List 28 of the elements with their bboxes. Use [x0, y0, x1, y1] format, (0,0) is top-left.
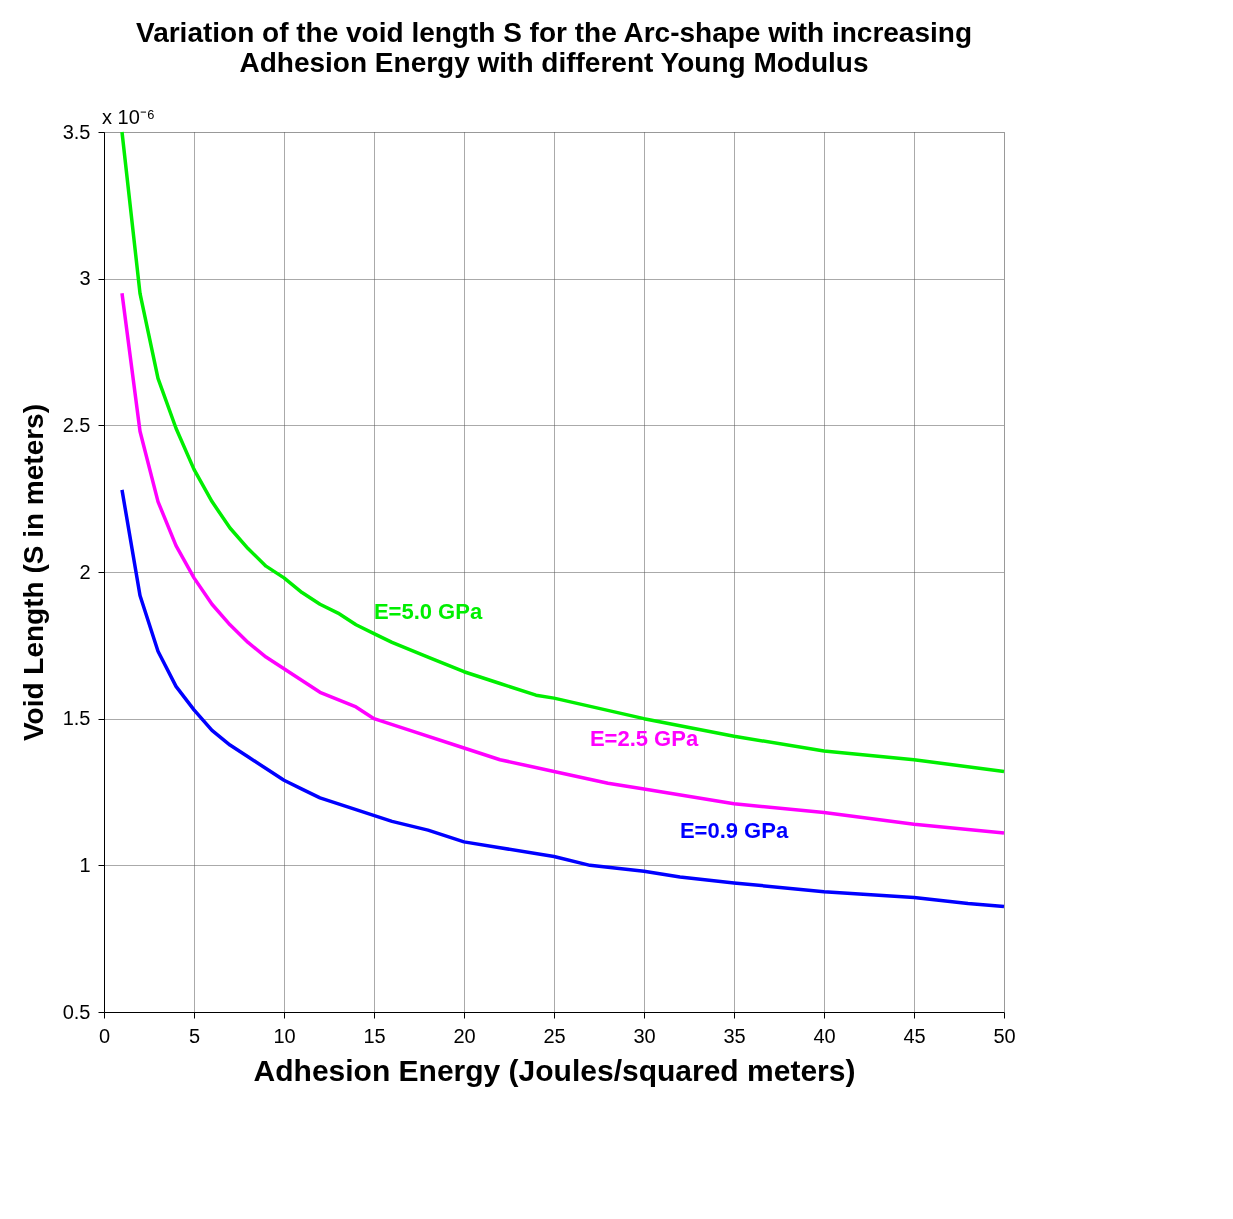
x-tick-label: 30: [633, 1024, 656, 1047]
x-tick-label: 40: [813, 1024, 836, 1047]
y-tick-label: 0.5: [62, 1000, 91, 1023]
x-tick-label: 45: [903, 1024, 926, 1047]
x-tick-label: 20: [453, 1024, 476, 1047]
y-tick-label: 3: [79, 267, 91, 290]
line-series: [120, 130, 1006, 774]
x-tick-label: 10: [273, 1024, 296, 1047]
x-tick-label: 15: [363, 1024, 386, 1047]
y-tick-label: 3.5: [62, 120, 91, 143]
line-series: [120, 488, 1006, 909]
x-axis-title: Adhesion Energy (Joules/squared meters): [253, 1053, 856, 1087]
x-tick-label: 0: [98, 1024, 111, 1047]
y-tick-label: 1.5: [62, 707, 91, 730]
series-label: E=0.9 GPa: [679, 817, 789, 843]
x-tick-label: 50: [993, 1024, 1016, 1047]
y-axis-title: Void Length (S in meters): [17, 403, 49, 742]
text: Adhesion Energy with different Young Modulus: [239, 47, 869, 78]
series-label: E=2.5 GPa: [589, 726, 699, 752]
text: x 10⁻⁶: [102, 106, 156, 128]
y-tick-label: 2: [79, 560, 91, 583]
text: Variation of the void length S for the Arc-shape with increasing: [136, 17, 972, 48]
x-tick-label: 5: [188, 1024, 201, 1047]
y-tick-label: 1: [79, 853, 91, 876]
x-tick-label: 25: [543, 1024, 566, 1047]
y-tick-label: 2.5: [62, 413, 91, 436]
series-label: E=5.0 GPa: [373, 599, 483, 625]
x-tick-label: 35: [723, 1024, 746, 1047]
